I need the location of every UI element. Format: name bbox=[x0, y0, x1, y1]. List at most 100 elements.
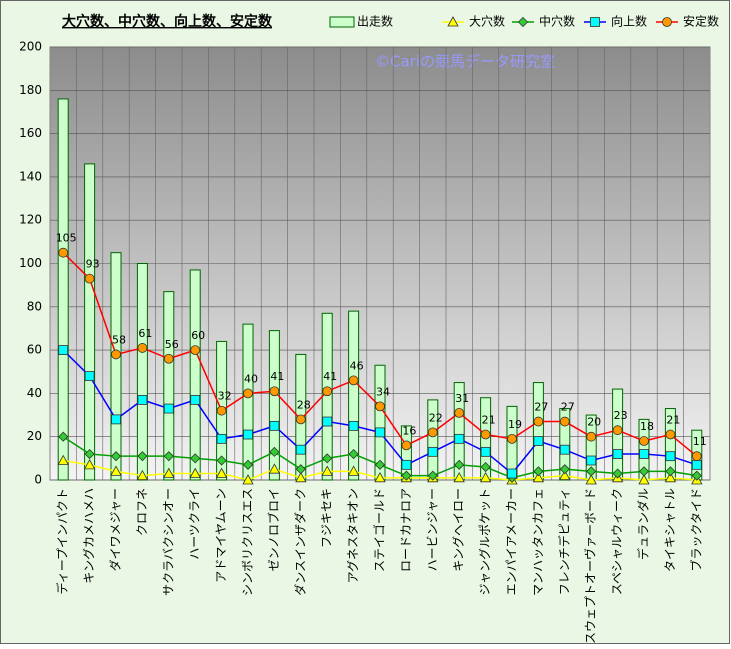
data-label: 61 bbox=[138, 327, 152, 340]
data-label: 28 bbox=[297, 398, 311, 411]
x-tick-label: フレンチデピュティ bbox=[556, 488, 571, 595]
x-tick-label: ブラックタイド bbox=[688, 488, 703, 572]
data-label: 18 bbox=[640, 420, 654, 433]
marker bbox=[480, 446, 491, 457]
data-label: 58 bbox=[112, 333, 126, 346]
x-tick-label: ゼンノロブロイ bbox=[266, 488, 281, 571]
marker bbox=[559, 469, 571, 481]
marker bbox=[480, 461, 491, 473]
marker bbox=[507, 433, 517, 444]
marker bbox=[559, 416, 570, 427]
y-tick-label: 180 bbox=[19, 83, 42, 97]
marker bbox=[190, 345, 201, 356]
data-label: 19 bbox=[508, 418, 522, 431]
data-label: 11 bbox=[693, 435, 707, 448]
y-tick-label: 40 bbox=[27, 386, 42, 400]
x-tick-label: ハービンジャー bbox=[425, 488, 439, 571]
data-label: 56 bbox=[165, 338, 179, 351]
x-tick-label: シンボリクリスエス bbox=[241, 488, 255, 596]
marker bbox=[243, 388, 253, 399]
marker bbox=[84, 371, 95, 381]
x-tick-label: タイキシャトル bbox=[663, 488, 677, 572]
y-tick-label: 100 bbox=[19, 256, 42, 270]
data-label: 21 bbox=[482, 414, 496, 427]
marker bbox=[190, 453, 201, 464]
marker bbox=[454, 433, 465, 444]
marker bbox=[242, 459, 254, 470]
marker bbox=[215, 467, 228, 478]
marker bbox=[664, 472, 677, 483]
marker bbox=[586, 455, 597, 466]
watermark: ©Cariの競馬データ研究室 bbox=[375, 53, 555, 71]
bar bbox=[242, 323, 254, 481]
marker bbox=[295, 444, 306, 455]
y-tick-label: 140 bbox=[19, 169, 42, 183]
marker bbox=[242, 474, 254, 485]
y-tick-label: 160 bbox=[19, 126, 42, 140]
y-tick-label: 20 bbox=[27, 429, 42, 443]
x-tick-label: アグネスタキオン bbox=[346, 488, 360, 583]
marker bbox=[322, 453, 333, 464]
marker bbox=[347, 465, 360, 476]
data-label: 105 bbox=[56, 232, 77, 245]
data-label: 34 bbox=[376, 385, 390, 398]
x-tick-label: ダイワメジャー bbox=[108, 488, 123, 571]
x-tick-label: デュランダル bbox=[636, 488, 651, 560]
data-label: 21 bbox=[666, 414, 680, 427]
marker bbox=[427, 470, 438, 481]
legend-label: 大穴数 bbox=[469, 14, 505, 29]
marker bbox=[559, 444, 570, 455]
marker bbox=[111, 414, 121, 425]
marker bbox=[532, 472, 545, 483]
bar bbox=[84, 163, 96, 481]
x-tick-label: ロードカナロア bbox=[399, 488, 413, 572]
marker bbox=[243, 429, 253, 440]
marker bbox=[401, 459, 412, 470]
marker bbox=[612, 468, 623, 479]
marker bbox=[662, 17, 672, 27]
data-label: 27 bbox=[561, 401, 575, 414]
marker bbox=[269, 386, 280, 397]
marker bbox=[479, 472, 492, 483]
marker bbox=[590, 17, 600, 27]
marker bbox=[163, 467, 175, 478]
x-tick-label: キングヘイロー bbox=[452, 488, 466, 572]
marker bbox=[348, 420, 359, 431]
data-label: 23 bbox=[614, 409, 628, 422]
x-tick-label: ジャングルポケット bbox=[478, 488, 492, 595]
marker bbox=[374, 459, 386, 470]
x-tick-label: アドマイヤムーン bbox=[214, 488, 228, 583]
marker bbox=[348, 375, 359, 386]
marker bbox=[84, 448, 95, 460]
marker bbox=[348, 448, 359, 460]
marker bbox=[58, 345, 69, 356]
marker bbox=[111, 349, 121, 360]
x-tick-label: ハーツクライ bbox=[188, 488, 202, 560]
marker bbox=[163, 403, 174, 414]
data-label: 16 bbox=[402, 424, 416, 437]
marker bbox=[190, 394, 201, 405]
marker bbox=[189, 467, 201, 478]
marker bbox=[268, 463, 281, 474]
marker bbox=[559, 464, 570, 475]
data-label: 32 bbox=[218, 390, 232, 403]
marker bbox=[295, 472, 307, 483]
marker bbox=[585, 474, 597, 485]
marker bbox=[638, 466, 650, 477]
y-tick-label: 200 bbox=[19, 40, 42, 54]
marker bbox=[137, 394, 148, 405]
x-tick-label: ディープインパクト bbox=[55, 488, 70, 594]
y-tick-label: 80 bbox=[27, 299, 42, 313]
marker bbox=[269, 420, 280, 431]
legend-swatch bbox=[329, 16, 355, 28]
marker bbox=[295, 414, 306, 425]
marker bbox=[665, 429, 676, 440]
y-tick-label: 60 bbox=[27, 343, 42, 357]
marker bbox=[533, 436, 544, 446]
marker bbox=[533, 416, 544, 427]
data-label: 20 bbox=[587, 416, 601, 429]
marker bbox=[691, 451, 702, 462]
marker bbox=[163, 353, 174, 364]
data-label: 41 bbox=[323, 370, 337, 383]
